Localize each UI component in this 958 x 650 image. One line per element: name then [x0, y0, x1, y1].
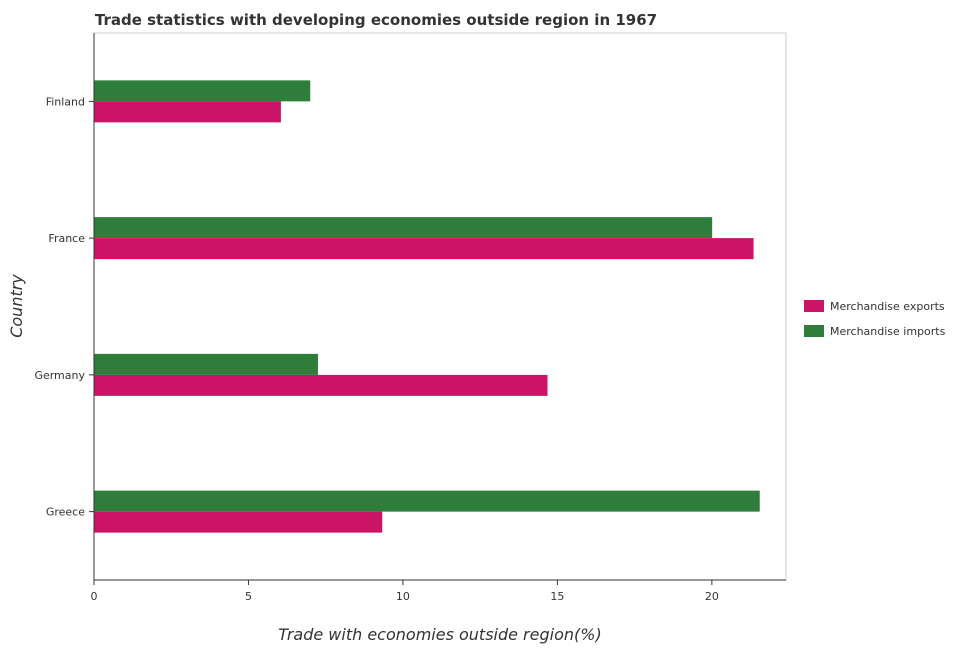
bars-layer [94, 80, 760, 533]
x-tick-label: 5 [245, 590, 252, 603]
legend-label-imports: Merchandise imports [830, 325, 946, 338]
bar-imports-germany [94, 353, 318, 375]
bar-exports-greece [94, 511, 383, 533]
legend-label-exports: Merchandise exports [830, 300, 945, 313]
x-tick-label: 15 [550, 590, 564, 603]
bar-exports-france [94, 238, 754, 260]
bar-imports-greece [94, 490, 760, 512]
x-axis-label: Trade with economies outside region(%) [278, 625, 601, 644]
x-tick-label: 0 [91, 590, 98, 603]
bar-imports-france [94, 217, 713, 239]
y-axis-label: Country [7, 274, 26, 338]
legend-swatch-exports [804, 300, 824, 312]
legend: Merchandise exports Merchandise imports [804, 300, 946, 338]
legend-swatch-imports [804, 325, 824, 337]
plot-area [93, 32, 787, 581]
bar-exports-germany [94, 374, 548, 396]
x-tick-label: 10 [396, 590, 410, 603]
bar-imports-finland [94, 80, 311, 102]
y-tick-label: Greece [46, 506, 85, 519]
chart-title: Trade statistics with developing economi… [95, 11, 657, 29]
x-tick-label: 20 [705, 590, 719, 603]
bar-exports-finland [94, 101, 281, 123]
x-axis: 0 5 10 15 20 [91, 579, 786, 603]
y-axis: Finland France Germany Greece [34, 33, 95, 580]
y-tick-label: Germany [34, 369, 85, 382]
y-tick-label: Finland [46, 95, 85, 108]
y-tick-label: France [48, 232, 85, 245]
